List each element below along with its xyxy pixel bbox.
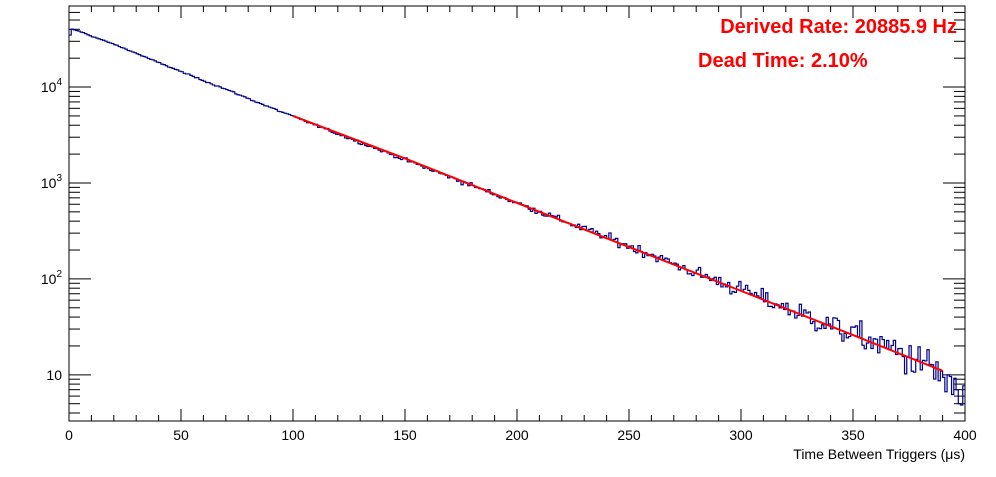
x-tick-label: 400	[953, 427, 977, 443]
x-tick-label: 150	[393, 427, 417, 443]
annotation-derived-rate: Derived Rate: 20885.9 Hz	[720, 16, 957, 38]
x-tick-label: 100	[281, 427, 305, 443]
y-tick-label: 103	[41, 173, 63, 191]
plot-frame	[68, 5, 966, 422]
series-layer	[69, 28, 965, 406]
y-tick-label: 10	[46, 367, 62, 383]
x-tick-label: 0	[65, 427, 73, 443]
y-tick-label: 104	[41, 77, 63, 95]
y-tick-label: 102	[41, 269, 63, 287]
tick-labels: 0 50 100 150 200 250 300 350 400 10 102 103 104	[41, 77, 977, 443]
fit-line	[292, 115, 943, 372]
x-tick-label: 300	[729, 427, 753, 443]
x-tick-label: 350	[841, 427, 865, 443]
annotation-dead-time: Dead Time: 2.10%	[698, 50, 868, 72]
x-axis-title: Time Between Triggers (μs)	[793, 446, 965, 462]
x-tick-label: 200	[505, 427, 529, 443]
x-tick-label: 250	[617, 427, 641, 443]
axis-ticks	[68, 5, 966, 421]
x-tick-label: 50	[173, 427, 189, 443]
